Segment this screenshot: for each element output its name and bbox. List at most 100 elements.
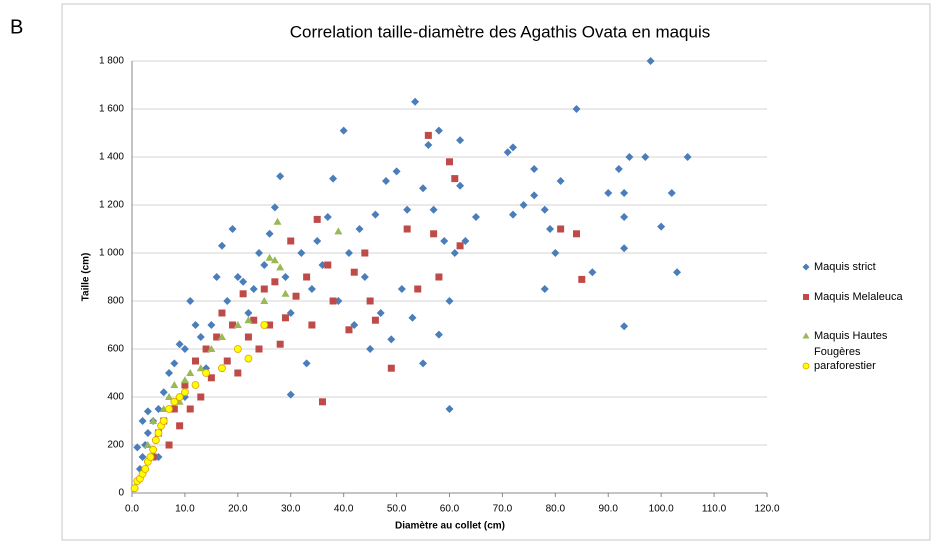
x-tick-label: 90.0 [599, 504, 619, 515]
point [556, 177, 565, 185]
point [281, 273, 290, 281]
x-tick-label: 10.0 [175, 504, 195, 515]
point [234, 369, 242, 377]
point [138, 417, 147, 425]
point [509, 210, 517, 219]
point [244, 333, 252, 341]
point [509, 143, 517, 152]
point [250, 316, 258, 324]
point [181, 388, 189, 397]
point [170, 381, 179, 388]
point [244, 354, 253, 363]
point [503, 148, 512, 157]
point [429, 205, 438, 214]
point [143, 429, 152, 437]
x-tick-label: 100.0 [649, 504, 674, 515]
point [345, 326, 353, 334]
point [344, 249, 353, 257]
point [233, 345, 242, 353]
point [673, 268, 682, 277]
y-tick-label: 1 200 [99, 200, 124, 211]
point [207, 345, 216, 352]
point [578, 275, 586, 283]
point [233, 273, 242, 281]
point [339, 126, 348, 135]
point [170, 405, 178, 413]
point [414, 285, 422, 293]
point [530, 165, 539, 173]
point [191, 381, 200, 389]
point [218, 364, 226, 373]
x-tick-label: 20.0 [228, 504, 248, 515]
point [228, 225, 237, 233]
point [434, 126, 443, 135]
point [180, 376, 189, 384]
point [151, 436, 160, 445]
point [408, 313, 417, 322]
point [176, 422, 184, 430]
point [255, 249, 263, 257]
point [313, 215, 321, 223]
point [244, 316, 253, 324]
point [540, 285, 549, 293]
point [557, 225, 565, 233]
point [604, 189, 613, 197]
y-tick-label: 1 400 [99, 152, 124, 163]
panel-label: B [10, 16, 23, 38]
x-tick-label: 70.0 [493, 504, 513, 515]
point [141, 465, 150, 473]
legend-marker [802, 332, 810, 339]
point [419, 359, 428, 368]
point [154, 429, 163, 437]
point [260, 261, 269, 269]
point [573, 230, 580, 238]
point [149, 445, 158, 454]
point [165, 393, 174, 400]
point [620, 213, 629, 221]
point [270, 203, 279, 212]
point [430, 230, 438, 238]
legend-marker [802, 362, 810, 370]
point [281, 314, 289, 322]
point [419, 184, 428, 193]
point [366, 297, 374, 305]
legend-entry: paraforestier [814, 360, 876, 372]
point [382, 177, 390, 185]
point [191, 321, 200, 329]
point [376, 309, 385, 317]
point [403, 225, 411, 233]
point [276, 340, 284, 348]
point [143, 441, 152, 448]
point [572, 105, 581, 113]
point [646, 57, 655, 65]
point [186, 405, 194, 413]
point [641, 153, 650, 161]
point [255, 345, 263, 353]
point [313, 237, 322, 245]
point [361, 249, 369, 257]
point [271, 278, 279, 286]
point [329, 297, 337, 305]
point [530, 191, 539, 200]
point [403, 205, 412, 214]
point [175, 340, 184, 349]
x-axis-label: Diamètre au collet (cm) [395, 521, 505, 532]
point [445, 405, 454, 413]
point [323, 213, 332, 221]
point [207, 321, 216, 329]
x-tick-label: 110.0 [702, 504, 727, 515]
chart-title: Correlation taille-diamètre des Agathis … [290, 22, 711, 41]
y-tick-label: 400 [107, 392, 124, 403]
point [360, 273, 369, 281]
point [180, 345, 189, 353]
point [434, 330, 443, 339]
point [239, 277, 248, 286]
y-tick-label: 600 [107, 344, 124, 355]
x-tick-label: 60.0 [440, 504, 460, 515]
point [303, 273, 311, 281]
point [223, 297, 232, 305]
legend-label: Maquis Hautes Fougères [814, 330, 888, 358]
point [260, 297, 269, 304]
point [159, 388, 168, 397]
point [614, 165, 623, 173]
